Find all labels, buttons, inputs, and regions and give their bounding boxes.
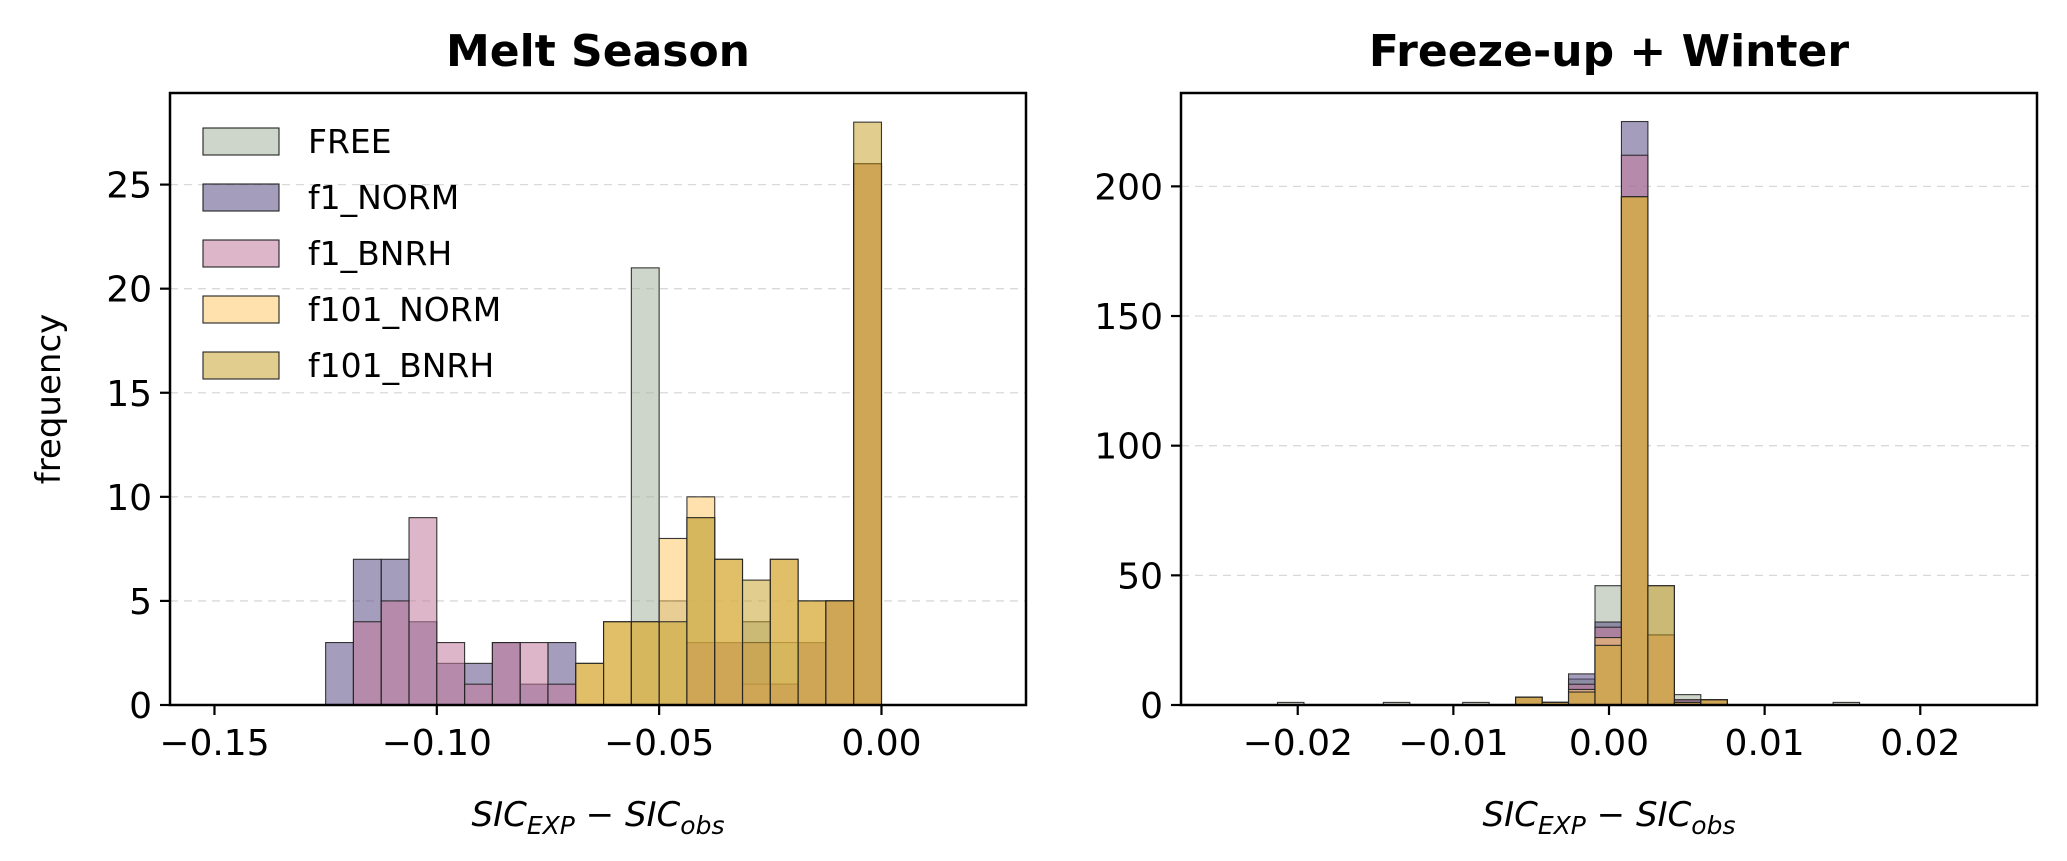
legend-label: f101_BNRH — [308, 346, 494, 385]
x-tick-label: −0.01 — [1398, 723, 1508, 764]
x-axis-label: SICEXP − SICobs — [471, 795, 724, 840]
histogram-bar — [325, 642, 354, 706]
plot-frame — [168, 91, 1028, 707]
legend-swatch — [202, 183, 280, 212]
x-tick-label: −0.05 — [604, 723, 714, 764]
histogram-bar — [769, 558, 799, 706]
histogram-bar — [547, 683, 577, 706]
legend-swatch — [202, 239, 280, 268]
legend-swatch — [202, 127, 280, 156]
y-axis-label: frequency — [29, 314, 69, 485]
x-tick-label: −0.15 — [159, 723, 269, 764]
histogram-bar — [741, 579, 771, 706]
y-tick-label: 200 — [1094, 167, 1163, 208]
histogram-bar — [464, 683, 493, 706]
x-tick-label: −0.10 — [382, 723, 492, 764]
y-tick-label: 15 — [106, 374, 152, 415]
histogram-bar — [630, 621, 660, 706]
series-FREE — [1276, 196, 1861, 706]
legend-label: f1_BNRH — [308, 234, 452, 273]
histogram-bar — [1567, 691, 1596, 706]
y-tick-label: 20 — [106, 270, 152, 311]
histogram-bar — [603, 621, 632, 706]
histogram-bar — [380, 600, 410, 706]
histogram-bar — [853, 121, 883, 706]
series-f101_BNRH — [575, 121, 883, 706]
series-f101_BNRH — [1515, 196, 1728, 706]
legend-label: f1_NORM — [308, 178, 459, 217]
y-tick-label: 50 — [1117, 556, 1163, 597]
histogram-bar — [825, 600, 855, 706]
histogram-bar — [491, 642, 521, 706]
legend-swatch — [202, 295, 280, 324]
histogram-bar — [686, 517, 716, 706]
legend-swatch — [202, 351, 280, 380]
panel-2: −0.02 −0.01 0.00 0.01 0.02 0 50 100 150 200 Freeze… — [1094, 26, 2039, 840]
legend: FREE f1_NORM f1_BNRH f101_NORM f101_BNRH — [202, 122, 501, 385]
y-tick-label: 25 — [106, 166, 152, 207]
histogram-bar — [658, 621, 688, 706]
panel-1: −0.15 −0.10 −0.05 0.00 0 5 10 15 20 25 Melt Season… — [29, 26, 1028, 840]
histogram-bar — [575, 662, 605, 706]
histogram-bar — [797, 600, 827, 706]
histogram-bar — [436, 642, 466, 706]
histogram-bar — [1594, 644, 1623, 706]
histogram-bar — [519, 642, 549, 706]
y-tick-label: 0 — [1140, 686, 1163, 727]
x-tick-label: 0.00 — [841, 723, 921, 764]
histogram-bar — [714, 558, 744, 706]
x-tick-label: 0.02 — [1880, 723, 1960, 764]
y-tick-label: 150 — [1094, 297, 1163, 338]
x-axis-label: SICEXP − SICobs — [1482, 795, 1735, 840]
chart-title: Melt Season — [446, 26, 750, 77]
chart-title: Freeze-up + Winter — [1369, 26, 1849, 77]
y-tick-label: 10 — [106, 478, 152, 519]
histogram-bar — [1620, 196, 1649, 706]
histogram-bar — [352, 621, 382, 706]
x-tick-label: 0.00 — [1569, 723, 1649, 764]
legend-label: f101_NORM — [308, 290, 501, 329]
x-tick-label: 0.01 — [1725, 723, 1805, 764]
y-tick-label: 0 — [129, 686, 152, 727]
y-tick-label: 5 — [129, 582, 152, 623]
legend-label: FREE — [308, 122, 392, 161]
histogram-bar — [408, 517, 438, 706]
y-tick-label: 100 — [1094, 427, 1163, 468]
x-tick-label: −0.02 — [1243, 723, 1353, 764]
histogram-bar — [1647, 585, 1675, 706]
